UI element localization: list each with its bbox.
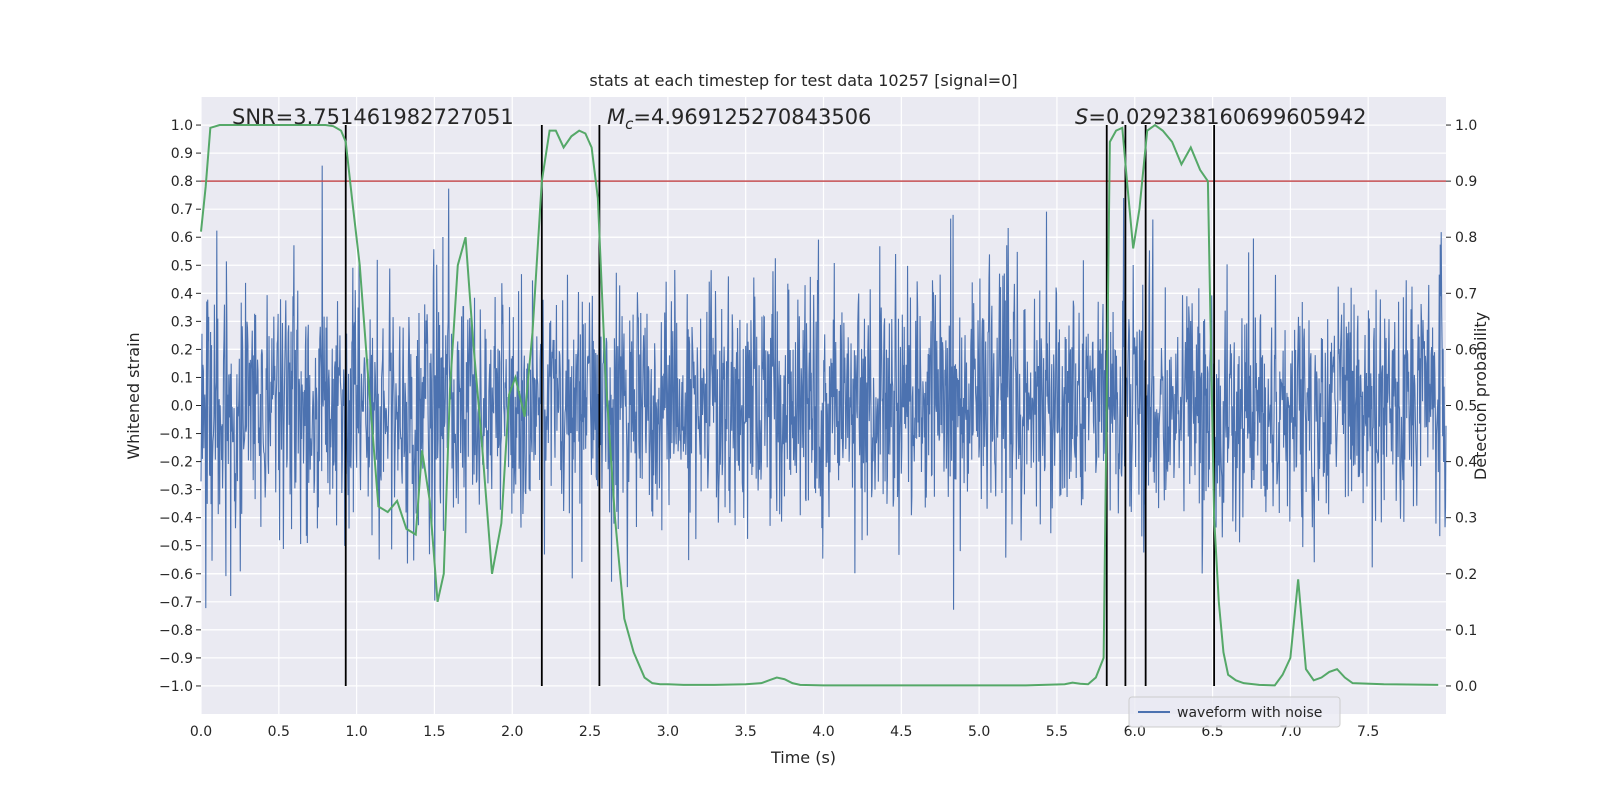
y-tick-label: −0.2 [159,455,193,471]
y-axis-label: Whitened strain [124,332,143,459]
y-tick-label: −0.7 [159,595,193,611]
x-tick-label: 3.5 [735,724,757,740]
y-tick-label: 0.4 [171,286,193,302]
y-tick-label: −0.3 [159,483,193,499]
y-right-tick-label: 0.1 [1455,623,1477,639]
legend-label-waveform: waveform with noise [1177,705,1322,721]
y-tick-label: 0.0 [171,399,193,415]
x-axis-label: Time (s) [770,748,836,767]
y-tick-label: −0.9 [159,651,193,667]
y-tick-label: −0.5 [159,539,193,555]
detection-probability-line [200,123,1439,687]
y-right-tick-label: 0.9 [1455,174,1477,190]
y-tick-label: 0.5 [171,258,193,274]
y-tick-label: 0.2 [171,342,193,358]
x-tick-label: 6.0 [1124,724,1146,740]
y-tick-label: 0.9 [171,146,193,162]
y-right-tick-label: 0.2 [1455,567,1477,583]
x-tick-label: 7.0 [1279,724,1301,740]
y-tick-label: 0.8 [171,174,193,190]
y-right-tick-label: 0.7 [1455,286,1477,302]
x-tick-label: 3.0 [657,724,679,740]
y-tick-label: 0.1 [171,370,193,386]
x-tick-label: 1.0 [345,724,367,740]
waveform-line [200,165,1447,610]
snr-annotation: SNR=3.751461982727051 [232,105,514,129]
y-right-tick-label: 0.5 [1455,399,1477,415]
y-tick-label: 1.0 [171,118,193,134]
chirp-mass-annotation: Mc=4.969125270843506 [607,105,871,133]
y-right-tick-label: 0.3 [1455,511,1477,527]
x-tick-label: 4.0 [812,724,834,740]
x-tick-label: 4.5 [890,724,912,740]
x-tick-label: 0.0 [190,724,212,740]
y-tick-label: 0.6 [171,230,193,246]
x-tick-label: 2.5 [579,724,601,740]
chart-title: stats at each timestep for test data 102… [589,71,1017,90]
legend: waveform with noise [1128,696,1341,728]
y-right-tick-label: 1.0 [1455,118,1477,134]
y-tick-label: −0.8 [159,623,193,639]
s-annotation: S=0.029238160699605942 [1075,105,1366,129]
x-tick-label: 1.5 [423,724,445,740]
x-tick-label: 0.5 [268,724,290,740]
y-tick-label: 0.7 [171,202,193,218]
chirp-mass-subscript: c [625,115,634,133]
y-right-tick-label: 0.8 [1455,230,1477,246]
chirp-mass-value: =4.969125270843506 [633,105,871,129]
y-axis-right-label: Detection probability [1471,312,1490,480]
s-value: =0.029238160699605942 [1088,105,1366,129]
y-tick-label: −0.4 [159,511,193,527]
y-right-tick-label: 0.6 [1455,342,1477,358]
s-symbol: S [1075,105,1088,129]
y-right-tick-label: 0.4 [1455,455,1477,471]
y-tick-label: −0.6 [159,567,193,583]
x-tick-label: 5.5 [1046,724,1068,740]
y-tick-label: 0.3 [171,314,193,330]
x-tick-label: 5.0 [968,724,990,740]
chirp-mass-symbol: M [607,105,625,129]
x-tick-label: 6.5 [1201,724,1223,740]
legend-box [1128,696,1341,728]
y-right-tick-label: 0.0 [1455,679,1477,695]
x-tick-label: 2.0 [501,724,523,740]
y-tick-label: −0.1 [159,427,193,443]
x-tick-label: 7.5 [1357,724,1379,740]
y-tick-label: −1.0 [159,679,193,695]
